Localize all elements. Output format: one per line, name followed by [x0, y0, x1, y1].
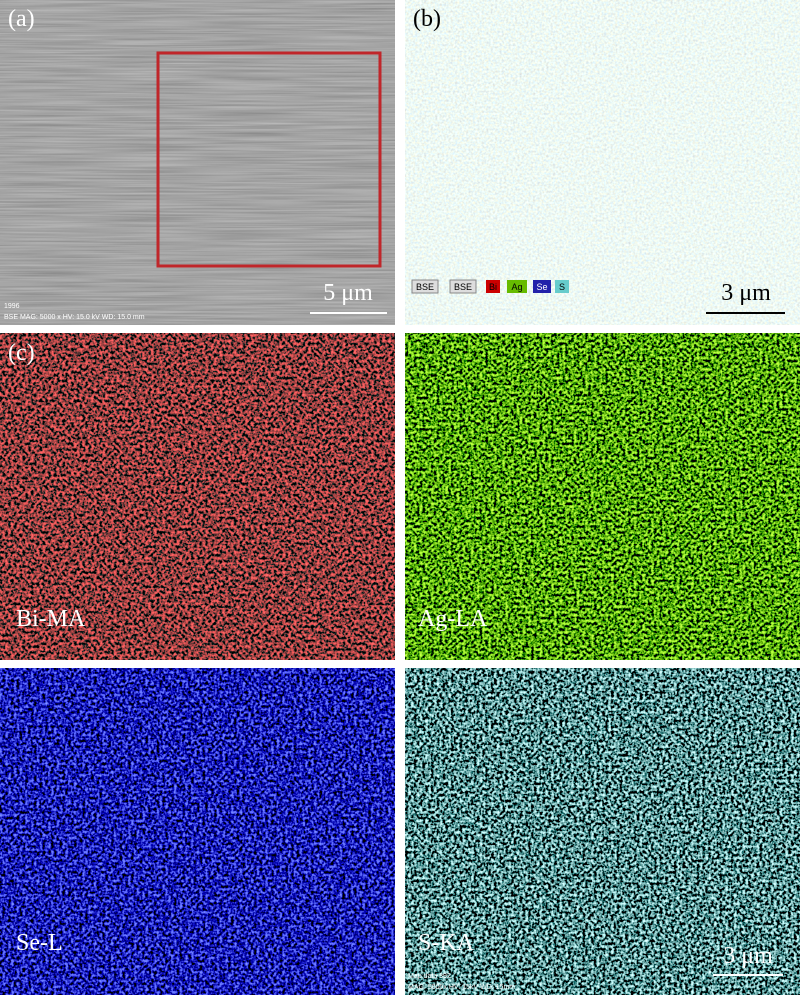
map-label: Bi-MA: [16, 606, 86, 632]
legend: BSE BSE Bi Ag Se S: [411, 279, 569, 294]
se-map: [0, 668, 395, 995]
legend-box: [486, 280, 500, 293]
panel-label: (c): [8, 340, 35, 366]
region-box: [156, 51, 382, 268]
map-label: S-KA: [418, 930, 475, 956]
s-map: [405, 668, 800, 995]
scale-label: 3 μm: [721, 280, 771, 306]
image-id: 1996: [4, 303, 20, 310]
map-info: Map data 392: [408, 973, 451, 980]
panel-label: (a): [8, 6, 35, 32]
legend-entry: BSE: [416, 282, 434, 292]
legend-entry: BSE: [454, 282, 472, 292]
legend-box: [411, 279, 439, 294]
map-label: Se-L: [16, 930, 63, 956]
scale-label: 3 μm: [723, 943, 773, 969]
sem-image: [0, 0, 395, 325]
image-info: BSE MAG: 5000 x HV: 15.0 kV WD: 15.0 mm: [4, 314, 145, 321]
legend-box: [555, 280, 569, 293]
bi-map: [0, 333, 395, 660]
map-label: Ag-LA: [418, 606, 488, 632]
overlay-map: [405, 0, 800, 325]
legend-box: [507, 280, 527, 293]
ag-map: [405, 333, 800, 660]
legend-entry: Se: [536, 282, 547, 292]
legend-entry: S: [559, 282, 565, 292]
scale-label: 5 μm: [323, 280, 373, 306]
panel-label: (b): [413, 6, 441, 32]
legend-entry: Ag: [511, 282, 522, 292]
legend-box: [533, 280, 551, 293]
legend-box: [449, 279, 477, 294]
legend-entry: Bi: [489, 282, 497, 292]
map-info: MAG: 5000x HV: 15kV WD: 15mm: [408, 984, 515, 991]
